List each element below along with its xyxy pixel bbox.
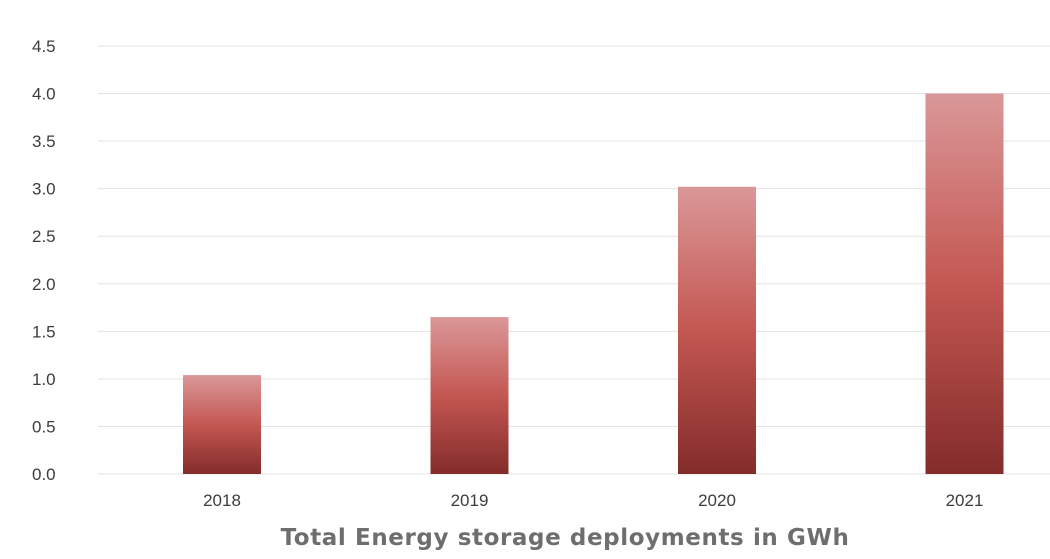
bar-2021 bbox=[925, 93, 1004, 475]
x-tick-label: 2019 bbox=[451, 491, 489, 510]
y-tick-label: 3.5 bbox=[32, 132, 56, 151]
y-tick-label: 0.0 bbox=[32, 465, 56, 484]
bars bbox=[183, 93, 1004, 475]
x-tick-label: 2018 bbox=[203, 491, 241, 510]
x-tick-label: 2021 bbox=[946, 491, 984, 510]
x-axis-ticks: 2018 2019 2020 2021 bbox=[203, 491, 983, 510]
y-tick-label: 2.5 bbox=[32, 227, 56, 246]
y-tick-label: 3.0 bbox=[32, 180, 56, 199]
bar-2020 bbox=[678, 186, 756, 474]
y-tick-label: 4.0 bbox=[32, 85, 56, 104]
y-tick-label: 1.5 bbox=[32, 322, 56, 341]
y-axis-ticks: 0.0 0.5 1.0 1.5 2.0 2.5 3.0 3.5 4.0 4.5 bbox=[32, 37, 56, 484]
bar-2019 bbox=[430, 317, 509, 474]
y-tick-label: 2.0 bbox=[32, 275, 56, 294]
y-tick-label: 4.5 bbox=[32, 37, 56, 56]
y-tick-label: 1.0 bbox=[32, 370, 56, 389]
bar-2018 bbox=[183, 375, 261, 474]
x-axis-title: Total Energy storage deployments in GWh bbox=[281, 525, 850, 551]
y-tick-label: 0.5 bbox=[32, 417, 56, 436]
x-tick-label: 2020 bbox=[698, 491, 736, 510]
